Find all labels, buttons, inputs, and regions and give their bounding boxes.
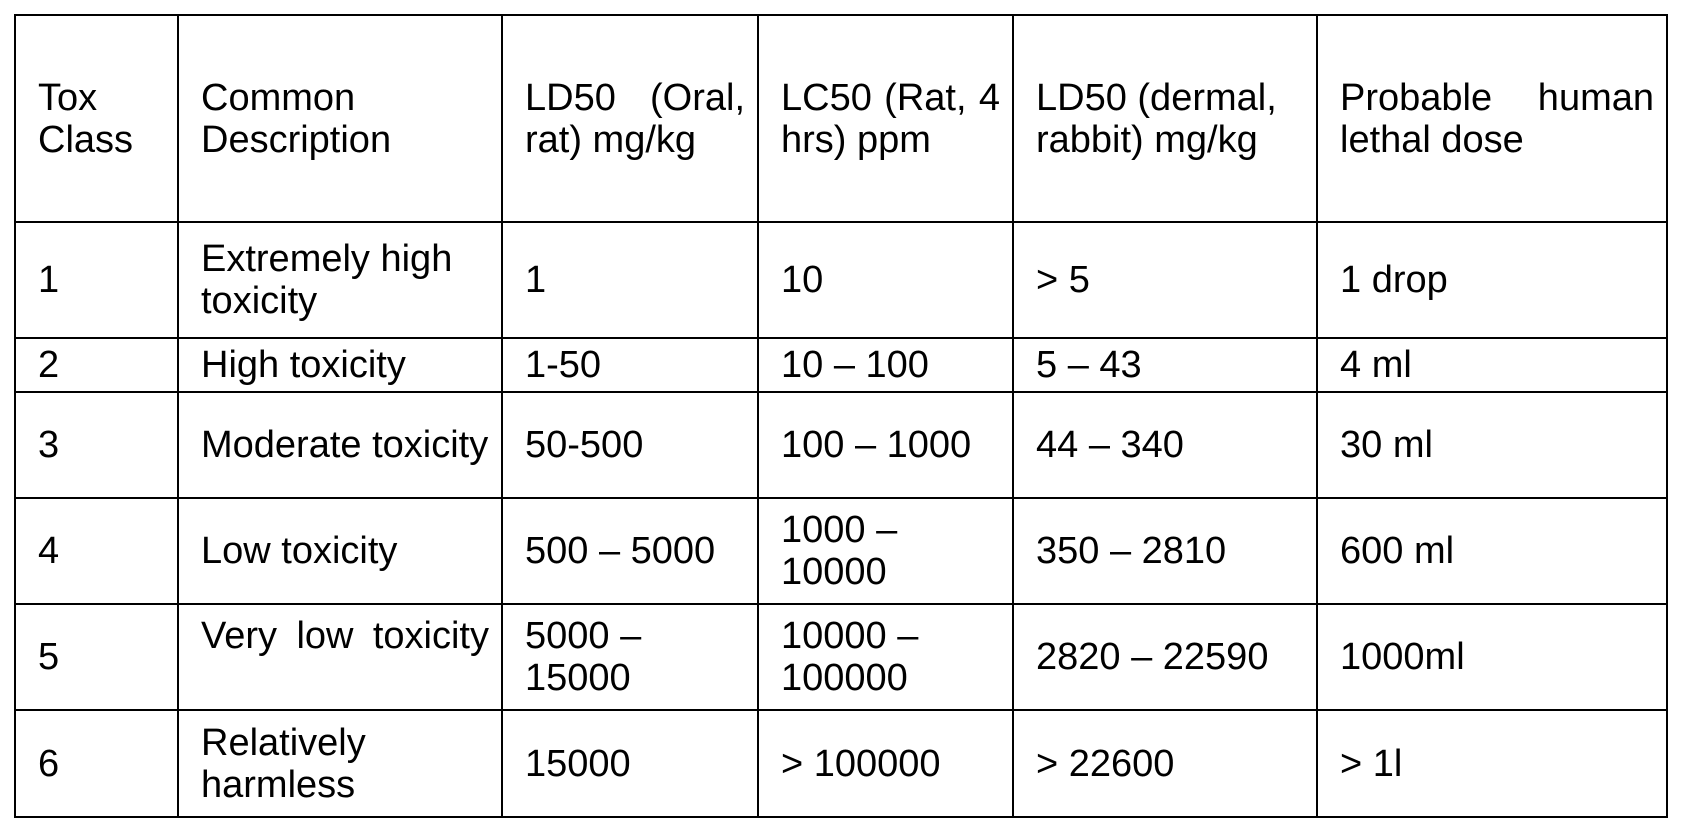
- cell-lc50-rat: 10 – 100: [757, 337, 1014, 393]
- table-header-row: Tox Class Common Description LD50 (Oral,…: [16, 16, 1666, 223]
- cell-ld50-dermal-rabbit: > 22600: [1012, 709, 1318, 816]
- cell-ld50-dermal-rabbit: 44 – 340: [1012, 391, 1318, 499]
- cell-common-description: Relatively harmless: [177, 709, 503, 816]
- cell-ld50-oral-rat: 15000: [501, 709, 759, 816]
- cell-ld50-oral-rat: 1: [501, 221, 759, 339]
- cell-lc50-rat: > 100000: [757, 709, 1014, 816]
- cell-human-lethal-dose: 4 ml: [1316, 337, 1666, 393]
- cell-lc50-rat: 100 – 1000: [757, 391, 1014, 499]
- cell-tox-class: 5: [16, 603, 179, 711]
- cell-ld50-dermal-rabbit: 5 – 43: [1012, 337, 1318, 393]
- cell-lc50-rat: 10000 – 100000: [757, 603, 1014, 711]
- cell-ld50-dermal-rabbit: > 5: [1012, 221, 1318, 339]
- table-row: 6 Relatively harmless 15000 > 100000 > 2…: [16, 709, 1666, 816]
- table-row: 1 Extremely high toxicity 1 10 > 5 1 dro…: [16, 221, 1666, 339]
- cell-tox-class: 6: [16, 709, 179, 816]
- header-lc50-rat-4hrs: LC50 (Rat, 4 hrs) ppm: [757, 16, 1014, 223]
- cell-ld50-dermal-rabbit: 350 – 2810: [1012, 497, 1318, 605]
- header-probable-human-lethal-dose: Probable human lethal dose: [1316, 16, 1666, 223]
- cell-human-lethal-dose: 1000ml: [1316, 603, 1666, 711]
- table-row: 2 High toxicity 1-50 10 – 100 5 – 43 4 m…: [16, 337, 1666, 393]
- table-row: 4 Low toxicity 500 – 5000 1000 – 10000 3…: [16, 497, 1666, 605]
- cell-ld50-oral-rat: 500 – 5000: [501, 497, 759, 605]
- cell-common-description: Low toxicity: [177, 497, 503, 605]
- cell-common-description: Moderate toxicity: [177, 391, 503, 499]
- cell-ld50-dermal-rabbit: 2820 – 22590: [1012, 603, 1318, 711]
- cell-tox-class: 1: [16, 221, 179, 339]
- toxicity-classes-table: Tox Class Common Description LD50 (Oral,…: [16, 16, 1666, 816]
- cell-ld50-oral-rat: 50-500: [501, 391, 759, 499]
- cell-ld50-oral-rat: 5000 – 15000: [501, 603, 759, 711]
- cell-common-description: High toxicity: [177, 337, 503, 393]
- cell-tox-class: 3: [16, 391, 179, 499]
- toxicity-table-frame: Tox Class Common Description LD50 (Oral,…: [14, 14, 1668, 818]
- cell-ld50-oral-rat: 1-50: [501, 337, 759, 393]
- cell-human-lethal-dose: 30 ml: [1316, 391, 1666, 499]
- cell-tox-class: 4: [16, 497, 179, 605]
- cell-lc50-rat: 1000 – 10000: [757, 497, 1014, 605]
- cell-human-lethal-dose: 600 ml: [1316, 497, 1666, 605]
- cell-human-lethal-dose: > 1l: [1316, 709, 1666, 816]
- header-common-description: Common Description: [177, 16, 503, 223]
- header-ld50-dermal-rabbit: LD50 (dermal, rabbit) mg/kg: [1012, 16, 1318, 223]
- cell-lc50-rat: 10: [757, 221, 1014, 339]
- header-ld50-oral-rat: LD50 (Oral, rat) mg/kg: [501, 16, 759, 223]
- cell-common-description: Extremely high toxicity: [177, 221, 503, 339]
- cell-tox-class: 2: [16, 337, 179, 393]
- cell-common-description: Very low toxicity: [177, 603, 503, 711]
- table-row: 5 Very low toxicity 5000 – 15000 10000 –…: [16, 603, 1666, 711]
- table-row: 3 Moderate toxicity 50-500 100 – 1000 44…: [16, 391, 1666, 499]
- header-tox-class: Tox Class: [16, 16, 179, 223]
- cell-human-lethal-dose: 1 drop: [1316, 221, 1666, 339]
